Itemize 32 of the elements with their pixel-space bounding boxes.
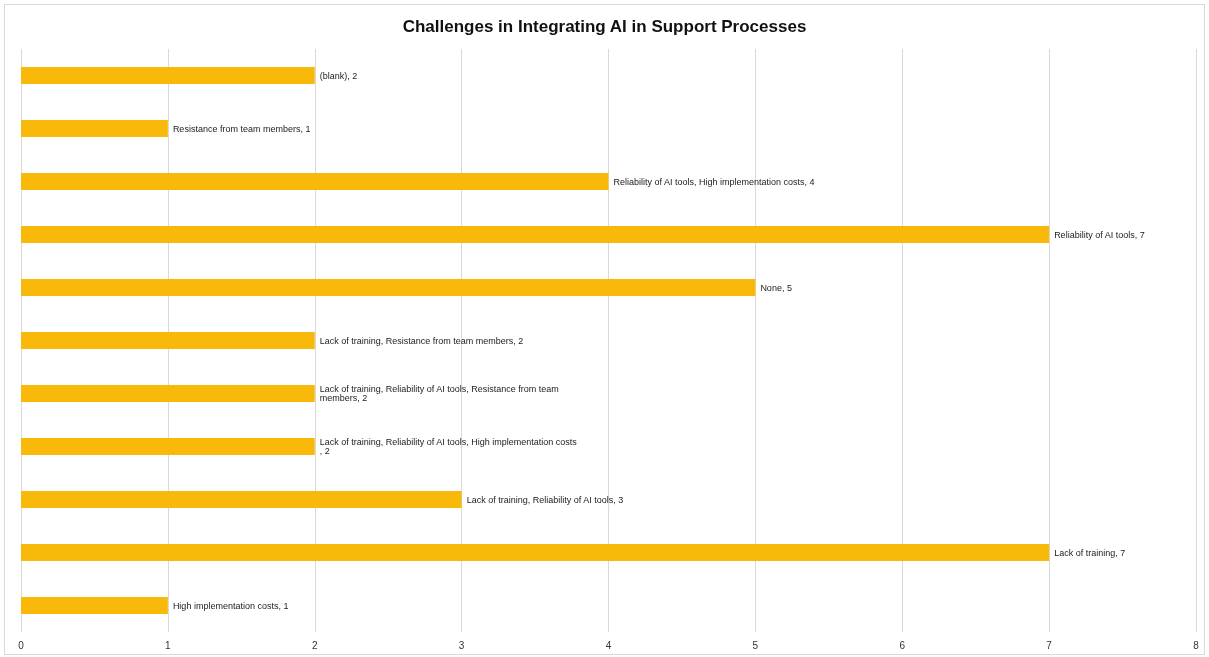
x-tick-label: 4	[605, 639, 612, 651]
bar	[21, 226, 1050, 243]
data-label: Resistance from team members, 1	[172, 123, 311, 134]
bar	[21, 120, 168, 137]
x-tick-label: 2	[311, 639, 318, 651]
data-label: High implementation costs, 1	[172, 600, 289, 611]
x-tick-label: 6	[899, 639, 906, 651]
x-tick-label: 5	[752, 639, 759, 651]
bar	[21, 438, 315, 455]
data-label: Reliability of AI tools, High implementation costs, 4	[613, 176, 815, 187]
x-tick-label: 3	[458, 639, 465, 651]
data-label: None, 5	[760, 282, 792, 293]
bar	[21, 491, 462, 508]
bar	[21, 597, 168, 614]
bar	[21, 544, 1050, 561]
data-label: Lack of training, Reliability of AI tools, 3	[466, 494, 624, 505]
bar	[21, 385, 315, 402]
data-label: Lack of training, Reliability of AI tools, Resistance from team members, 2	[319, 384, 562, 403]
chart-title: Challenges in Integrating AI in Support Processes	[402, 17, 807, 36]
bar	[21, 279, 756, 296]
bar	[21, 67, 315, 84]
data-label: (blank), 2	[319, 70, 358, 81]
data-label: Lack of training, Reliability of AI tools, High implementation costs, 2	[319, 437, 578, 456]
x-tick-label: 7	[1046, 639, 1053, 651]
bar	[21, 173, 609, 190]
x-tick-label: 0	[18, 639, 25, 651]
data-label: Reliability of AI tools, 7	[1054, 229, 1145, 240]
data-label: Lack of training, 7	[1054, 547, 1126, 558]
x-tick-label: 8	[1193, 639, 1200, 651]
x-tick-label: 1	[165, 639, 172, 651]
bar	[21, 332, 315, 349]
data-label: Lack of training, Resistance from team members, 2	[319, 335, 524, 346]
